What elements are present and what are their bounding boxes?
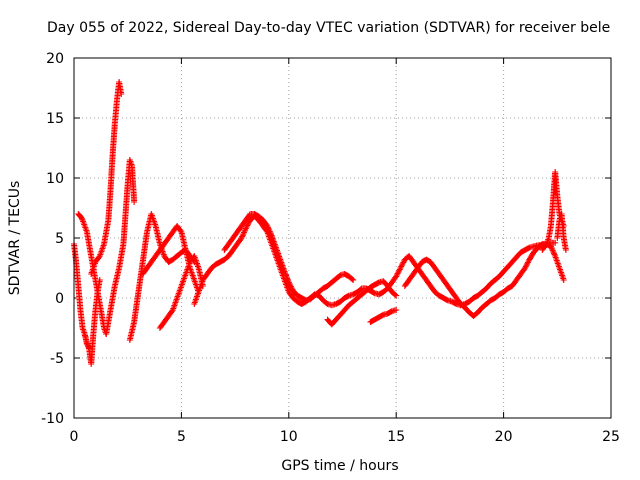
data-point-markers bbox=[513, 241, 567, 283]
x-tick-label: 10 bbox=[280, 429, 298, 445]
y-tick-label: 0 bbox=[55, 291, 64, 307]
data-point-markers bbox=[221, 211, 357, 304]
data-point-markers bbox=[554, 211, 569, 253]
chart-title: Day 055 of 2022, Sidereal Day-to-day VTE… bbox=[47, 20, 610, 36]
y-tick-label: -5 bbox=[50, 351, 64, 367]
data-point-markers bbox=[156, 253, 206, 331]
data-point-markers bbox=[88, 79, 125, 277]
series-track-l bbox=[401, 256, 520, 319]
series-track-d bbox=[103, 157, 138, 337]
data-point-markers bbox=[539, 169, 567, 253]
x-tick-label: 5 bbox=[177, 429, 186, 445]
data-point-markers bbox=[401, 256, 520, 319]
plot-frame bbox=[73, 57, 612, 419]
x-tick-label: 15 bbox=[387, 429, 405, 445]
series-track-g bbox=[156, 253, 206, 331]
data-point-markers bbox=[103, 157, 138, 337]
x-axis-label: GPS time / hours bbox=[281, 458, 398, 474]
x-tick-label: 0 bbox=[70, 429, 79, 445]
x-tick-label: 25 bbox=[602, 429, 620, 445]
series-track-e bbox=[126, 211, 198, 343]
y-tick-label: 5 bbox=[55, 231, 64, 247]
data-point-markers bbox=[367, 307, 400, 325]
series-track-k bbox=[367, 307, 400, 325]
y-axis-label: SDTVAR / TECUs bbox=[7, 181, 23, 296]
y-tick-label: 10 bbox=[46, 171, 64, 187]
series-track-i bbox=[221, 211, 357, 304]
grid-layer bbox=[74, 58, 611, 418]
y-tick-label: -10 bbox=[41, 411, 64, 427]
series-track-j bbox=[324, 278, 400, 328]
series-track-c bbox=[88, 79, 125, 277]
y-tick-label: 20 bbox=[46, 51, 64, 67]
data-point-markers bbox=[191, 213, 559, 309]
series-track-m bbox=[513, 241, 567, 283]
tick-labels: 0 5 10 15 20 25 -10 -5 0 5 10 15 20 bbox=[41, 51, 620, 445]
series-track-o bbox=[554, 211, 569, 253]
data-point-markers bbox=[126, 211, 198, 343]
data-point-markers bbox=[324, 278, 400, 328]
y-tick-label: 15 bbox=[46, 111, 64, 127]
x-tick-label: 20 bbox=[495, 429, 513, 445]
series-track-h bbox=[191, 213, 559, 309]
series-track-n bbox=[539, 169, 567, 253]
data-points bbox=[71, 79, 569, 367]
